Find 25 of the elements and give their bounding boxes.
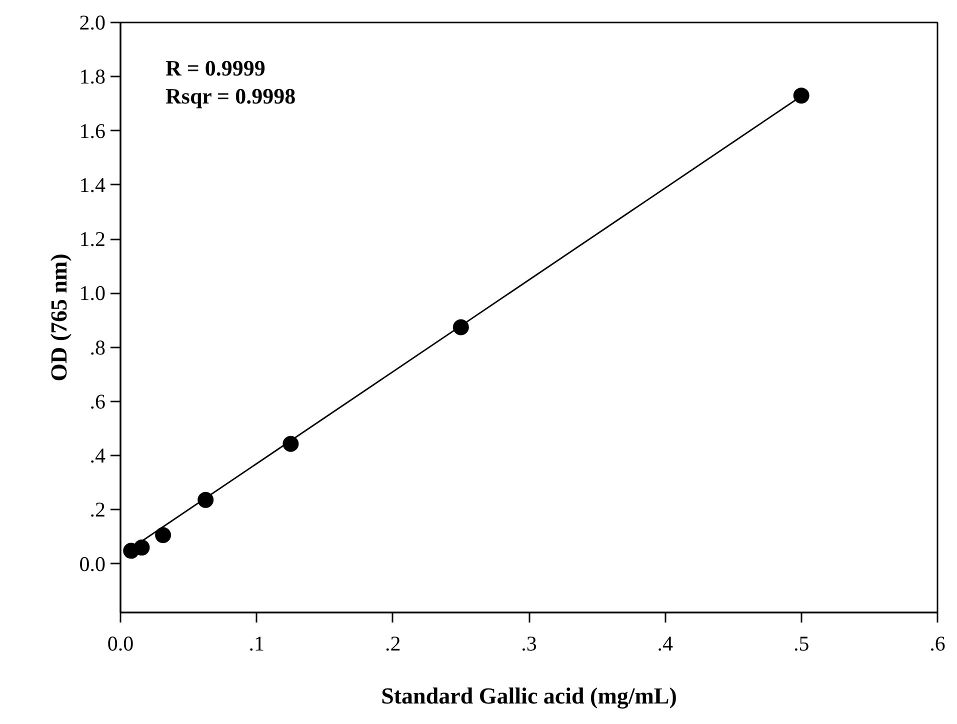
y-tick-label: 1.6 bbox=[79, 118, 106, 143]
y-tick-label: 1.4 bbox=[79, 172, 106, 197]
y-tick-label: 1.2 bbox=[79, 227, 106, 252]
x-tick-label: .1 bbox=[248, 632, 265, 656]
x-tick-label: .6 bbox=[930, 632, 946, 656]
y-tick-label: .4 bbox=[90, 444, 106, 468]
x-tick-label: 0.0 bbox=[107, 632, 134, 656]
y-axis-title: OD (765 nm) bbox=[46, 254, 72, 382]
y-tick-label: .6 bbox=[90, 389, 106, 414]
point bbox=[155, 527, 172, 544]
x-tick-label: .5 bbox=[793, 632, 810, 656]
y-tick-label: 1.8 bbox=[79, 64, 106, 89]
y-tick-label: 0.0 bbox=[79, 552, 106, 576]
y-tick-label: 2.0 bbox=[79, 10, 106, 34]
y-tick-label: 1.0 bbox=[79, 281, 106, 306]
y-tick-label: .8 bbox=[90, 335, 106, 360]
point bbox=[793, 88, 810, 104]
x-tick-label: .3 bbox=[521, 632, 537, 656]
x-tick-label: .2 bbox=[384, 632, 401, 656]
y-tick-label: .2 bbox=[90, 498, 106, 522]
x-axis-title: Standard Gallic acid (mg/mL) bbox=[381, 684, 677, 710]
annotation: Rsqr = 0.9998 bbox=[166, 84, 296, 108]
point bbox=[134, 540, 150, 556]
x-tick-label: .4 bbox=[657, 632, 674, 656]
annotation: R = 0.9999 bbox=[166, 56, 266, 80]
